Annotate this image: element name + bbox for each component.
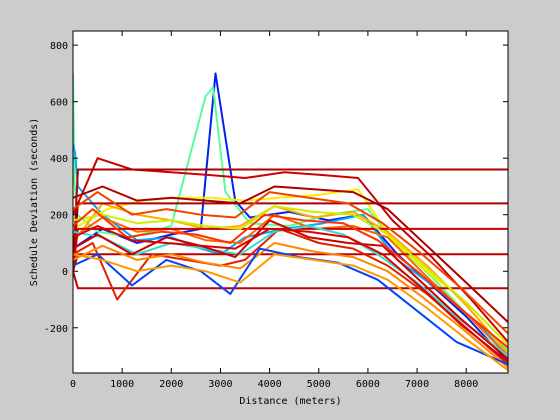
series-line-21 [73, 253, 508, 372]
series-line-8 [73, 202, 508, 272]
y-tick-label-0: -200 [44, 324, 68, 335]
series-line-20 [73, 185, 508, 323]
series-line-5 [73, 213, 508, 357]
series-line-16 [73, 247, 508, 366]
x-tick-label-7: 7000 [405, 379, 429, 390]
series-line-12 [73, 227, 508, 366]
series-line-18 [73, 219, 508, 360]
axes-frame [72, 30, 509, 374]
series-line-2 [73, 143, 508, 357]
series-line-14 [73, 242, 508, 369]
y-tick-label-2: 200 [50, 211, 68, 222]
series-line-22 [73, 225, 508, 363]
y-tick-label-5: 800 [50, 41, 68, 52]
x-tick-label-1: 1000 [110, 379, 134, 390]
series-line-15 [73, 225, 508, 357]
x-tick-label-5: 5000 [307, 379, 331, 390]
x-tick-label-4: 4000 [258, 379, 282, 390]
series-layer [73, 72, 508, 372]
y-tick-label-4: 600 [50, 98, 68, 109]
ticks-layer: 0 1000 2000 3000 4000 5000 6000 7000 8000 -200 0 20… [44, 31, 508, 390]
x-axis-label: Distance (meters) [239, 396, 341, 407]
series-line-7 [73, 168, 508, 272]
x-tick-label-6: 6000 [356, 379, 380, 390]
x-tick-label-0: 0 [70, 379, 76, 390]
y-tick-label-1: 0 [62, 267, 68, 278]
y-axis-label: Schedule Deviation (seconds) [29, 118, 40, 287]
series-line-17 [73, 205, 508, 346]
series-line-11 [73, 227, 508, 272]
y-tick-label-3: 400 [50, 154, 68, 165]
x-tick-label-3: 3000 [208, 379, 232, 390]
x-tick-label-8: 8000 [454, 379, 478, 390]
series-line-13 [73, 191, 508, 335]
x-tick-label-2: 2000 [159, 379, 183, 390]
series-line-9 [73, 270, 508, 290]
